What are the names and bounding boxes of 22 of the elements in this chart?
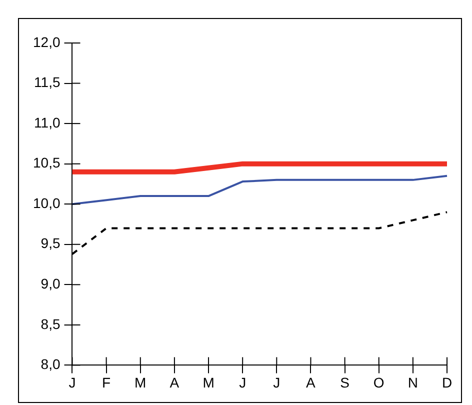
line-series	[71, 211, 448, 256]
x-tick-label: F	[102, 374, 111, 390]
x-tick-label: D	[442, 374, 452, 390]
y-tick-label: 10,5	[33, 154, 60, 171]
x-tick-label: A	[306, 374, 316, 390]
x-tick-label: J	[68, 374, 76, 390]
x-tick-label: J	[239, 374, 246, 390]
y-tick-label: 10,0	[33, 194, 60, 211]
y-tick-label: 8,5	[40, 316, 60, 332]
x-tick-label: J	[273, 374, 280, 390]
x-tick-label: M	[134, 374, 146, 390]
y-tick-label: 9,5	[40, 235, 60, 252]
x-tick-label: S	[340, 374, 350, 390]
x-tick-label: O	[373, 374, 384, 390]
y-tick-label: 12,0	[33, 34, 60, 50]
y-tick-label: 11,5	[34, 74, 60, 90]
x-tick-label: A	[170, 374, 180, 390]
x-tick-label: N	[408, 374, 418, 390]
y-tick-label: 11,0	[34, 114, 60, 130]
y-tick-label: 8,0	[40, 356, 60, 372]
y-tick-label: 9,0	[40, 276, 60, 292]
x-tick-label: M	[202, 374, 214, 390]
